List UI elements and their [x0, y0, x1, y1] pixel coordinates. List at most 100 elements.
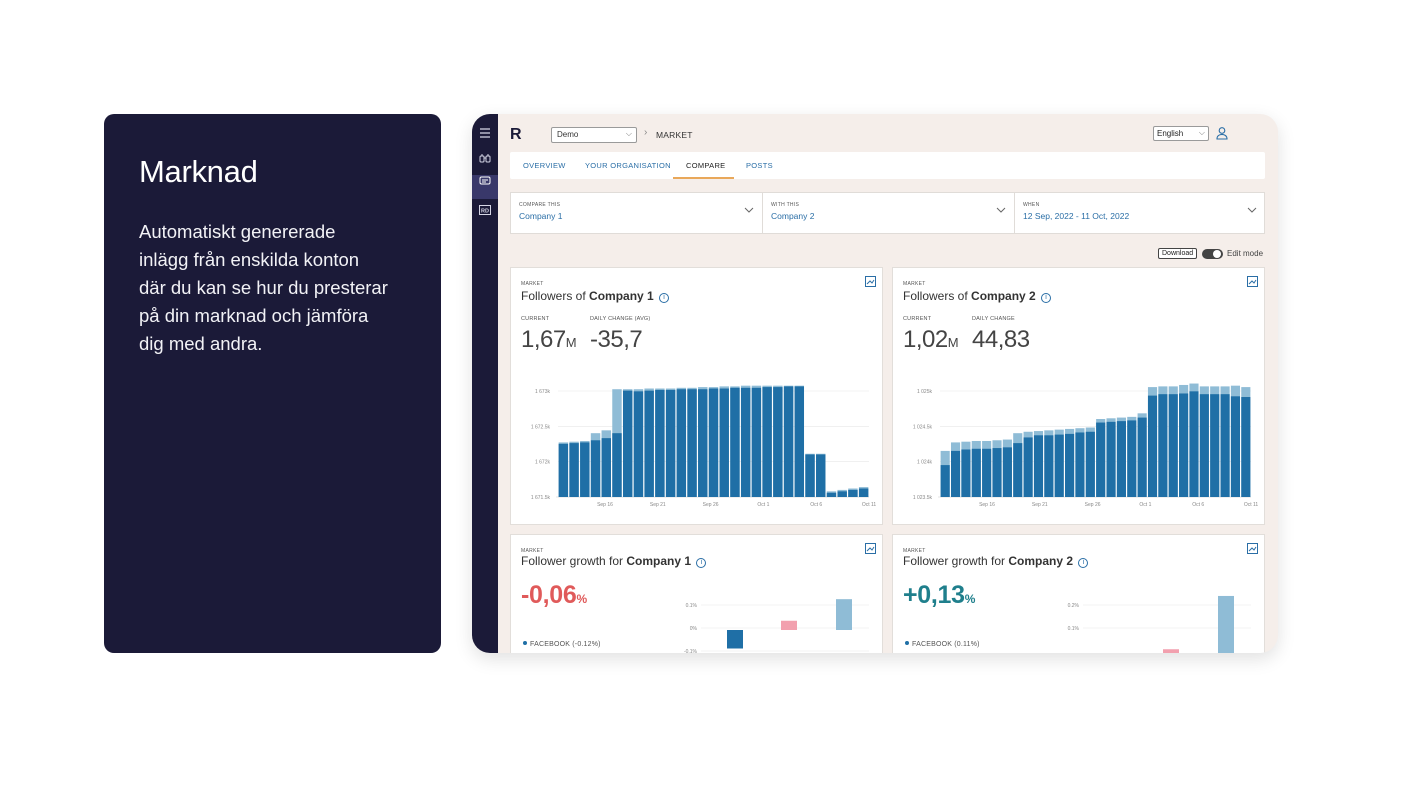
side-rail: RD	[472, 114, 498, 653]
tab-your-organisation[interactable]: YOUR ORGANISATION	[585, 161, 671, 170]
growth-card-company-1: MARKET Follower growth for Company 1 i -…	[510, 534, 883, 653]
chat-icon[interactable]	[472, 175, 498, 199]
chevron-down-icon	[996, 207, 1006, 213]
tab-overview[interactable]: OVERVIEW	[523, 161, 566, 170]
bar-dark	[1230, 396, 1241, 497]
bar-dark	[644, 390, 654, 497]
bar-dark	[1127, 420, 1137, 497]
compare-filters: COMPARE THIS Company 1 WITH THIS Company…	[510, 192, 1265, 234]
bar-dark	[1241, 397, 1251, 497]
bar-dark	[794, 386, 805, 497]
bar-dark	[1054, 434, 1064, 497]
y-tick-label: 1 023.5k	[913, 495, 933, 501]
bar-dark	[1096, 422, 1106, 497]
y-tick-label: 1 024k	[917, 460, 933, 466]
y-tick-label: 1 024.5k	[913, 424, 933, 430]
logo: R	[510, 126, 522, 143]
current-label: CURRENT	[903, 316, 932, 322]
download-button[interactable]: Download	[1158, 248, 1198, 259]
bar-dark	[762, 387, 772, 497]
rd-icon[interactable]: RD	[477, 205, 493, 221]
info-icon[interactable]: i	[659, 293, 670, 303]
chevron-down-icon: ⌵	[625, 129, 632, 138]
bar-dark	[590, 440, 601, 497]
bar-dark	[1002, 447, 1012, 497]
x-tick-label: Sep 16	[597, 502, 613, 508]
legend-facebook: FACEBOOK (0.11%)	[905, 641, 980, 648]
tab-posts[interactable]: POSTS	[746, 161, 773, 170]
current-unit: M	[947, 335, 959, 350]
x-tick-label: Oct 1	[1139, 502, 1151, 508]
bar-dark	[676, 389, 687, 497]
growth-unit: %	[964, 592, 976, 606]
bar-dark	[558, 443, 569, 497]
bar-dark	[826, 492, 837, 497]
info-icon[interactable]: i	[1041, 293, 1052, 303]
bar-dark	[1210, 394, 1220, 497]
compare-this-select[interactable]: COMPARE THIS Company 1	[511, 193, 762, 233]
bar-dark	[1137, 417, 1147, 497]
language-value: English	[1157, 129, 1184, 138]
compare-this-label: COMPARE THIS	[519, 202, 561, 208]
when-select[interactable]: WHEN 12 Sep, 2022 - 11 Oct, 2022	[1015, 193, 1265, 233]
info-icon[interactable]: i	[1078, 558, 1089, 568]
promo-body: Automatiskt genererade inlägg från enski…	[139, 221, 388, 354]
legend-dot	[905, 641, 909, 645]
bar-dark	[569, 443, 579, 497]
card-tag: MARKET	[521, 548, 544, 554]
bar-dark	[1189, 391, 1199, 497]
current-label: CURRENT	[521, 316, 550, 322]
bar-dark	[1116, 421, 1126, 497]
info-icon[interactable]: i	[696, 558, 707, 568]
with-this-value: Company 2	[771, 211, 815, 221]
card-title-company: Company 2	[971, 289, 1036, 303]
y-tick-label: -0.1%	[684, 649, 698, 653]
divider	[762, 193, 763, 233]
user-icon[interactable]	[1215, 126, 1229, 140]
x-tick-label: Sep 16	[979, 502, 995, 508]
chart-expand-icon[interactable]	[1247, 543, 1258, 554]
growth-number: -0,06	[521, 581, 577, 609]
y-tick-label: 1 025k	[917, 389, 933, 395]
edit-mode-toggle[interactable]	[1202, 249, 1223, 259]
growth-bar	[1218, 595, 1234, 653]
y-tick-label: 1 671.5k	[531, 495, 551, 501]
growth-value: -0,06%	[521, 581, 587, 610]
x-tick-label: Oct 11	[1244, 502, 1259, 508]
compare-this-value: Company 1	[519, 211, 563, 221]
growth-bar	[727, 630, 743, 649]
chart-expand-icon[interactable]	[865, 543, 876, 554]
x-tick-label: Sep 21	[1032, 502, 1048, 508]
card-title-company: Company 2	[1008, 554, 1074, 568]
bar-dark	[601, 438, 611, 497]
active-tab-indicator	[673, 177, 734, 179]
growth-card-company-2: MARKET Follower growth for Company 2 i +…	[892, 534, 1265, 653]
promo-card: Marknad Automatiskt genererade inlägg fr…	[104, 114, 441, 653]
daily-change-label: DAILY CHANGE (AVG)	[590, 316, 651, 322]
bar-dark	[1147, 395, 1158, 497]
when-label: WHEN	[1023, 202, 1040, 208]
tab-compare[interactable]: COMPARE	[686, 161, 726, 170]
card-title-prefix: Followers of	[903, 289, 968, 303]
workspace-select[interactable]: Demo ⌵	[551, 127, 637, 143]
followers-chart-company-1: 1 673k 1 672.5k 1 672k 1 671.5k Sep 16 Sep 21…	[531, 385, 876, 508]
card-title-company: Company 1	[626, 554, 692, 568]
y-tick-label: 0%	[690, 626, 698, 632]
card-tag: MARKET	[903, 281, 926, 287]
language-select[interactable]: English ⌵	[1153, 126, 1209, 141]
card-title-prefix: Followers of	[521, 289, 586, 303]
menu-icon[interactable]	[477, 128, 493, 144]
bar-dark	[961, 449, 971, 497]
growth-value: +0,13%	[903, 581, 975, 610]
chart-expand-icon[interactable]	[865, 276, 876, 287]
binoculars-icon[interactable]	[477, 152, 493, 168]
card-title: Followers of Company 2 i	[903, 289, 1052, 303]
chart-expand-icon[interactable]	[1247, 276, 1258, 287]
bar-dark	[783, 386, 794, 497]
bar-dark	[940, 465, 950, 497]
followers-card-company-1: MARKET Followers of Company 1 i CURRENT …	[510, 267, 883, 525]
chevron-down-icon	[744, 207, 754, 213]
y-tick-label: 0.1%	[1068, 626, 1080, 632]
current-number: 1,67	[521, 326, 566, 353]
with-this-select[interactable]: WITH THIS Company 2	[763, 193, 1014, 233]
